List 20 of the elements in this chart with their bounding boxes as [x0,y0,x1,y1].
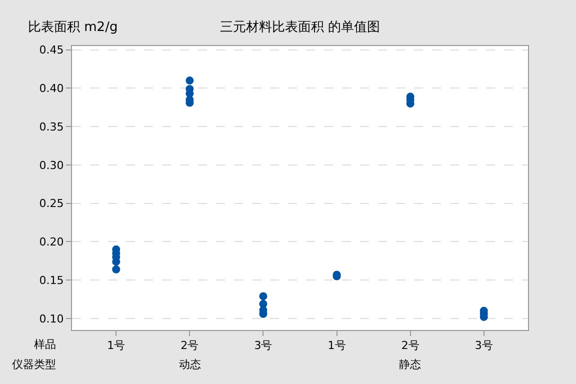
x-tick-label: 2号 [180,339,199,352]
text: 动态 [179,358,201,371]
x-tick-label: 1号 [107,339,126,352]
y-tick-label: 0.40 [39,82,64,96]
x-tick-label: 3号 [474,339,493,352]
y-tick-label: 0.10 [39,312,64,326]
y-tick-label: 0.20 [39,236,64,249]
x-tick-label: 3号 [254,339,272,352]
x-tick-label: 2号 [401,339,420,352]
chart-title: 三元材料比表面积 的单值图 [220,20,380,35]
y-tick-label: 0.25 [39,197,64,210]
y-axis-title: 比表面积 m2/g [28,20,118,35]
text: 静态 [399,358,421,371]
text: 样品 [34,338,56,351]
y-tick-label: 0.15 [39,274,64,287]
x-tick-label: 1号 [328,339,346,352]
y-tick-label: 0.45 [39,44,64,57]
text: 仪器类型 [12,358,56,371]
y-tick-label: 0.35 [39,120,64,134]
y-tick-label: 0.30 [39,158,64,172]
